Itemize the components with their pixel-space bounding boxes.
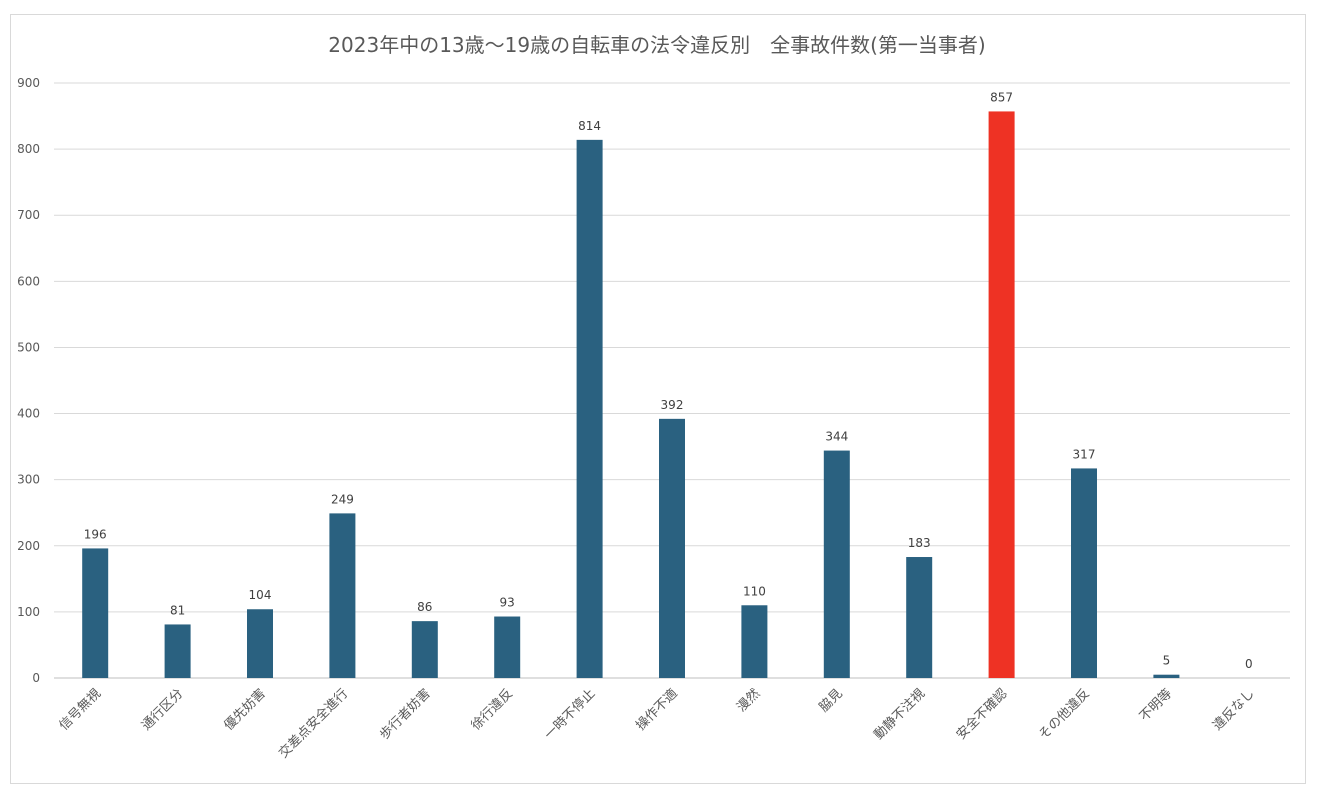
bar: [988, 111, 1015, 678]
chart-title: 2023年中の13歳〜19歳の自転車の法令違反別 全事故件数(第一当事者): [328, 33, 985, 57]
bar: [164, 624, 191, 678]
category-label: 通行区分: [139, 686, 186, 733]
category-label: 信号無視: [57, 686, 104, 733]
data-label: 196: [84, 527, 107, 541]
data-label: 857: [990, 90, 1013, 104]
bar: [494, 616, 521, 678]
category-label: 歩行者妨害: [376, 686, 433, 743]
category-label: 徐行違反: [469, 686, 516, 733]
data-label: 392: [661, 398, 684, 412]
bar: [1153, 674, 1180, 678]
data-labels: 196 81 104 249 86 93 814 392 110 344 183 857 317 5 0: [84, 90, 1253, 671]
data-label: 104: [249, 588, 272, 602]
data-label: 183: [908, 536, 931, 550]
data-label: 814: [578, 119, 601, 133]
y-tick-label: 700: [17, 208, 40, 222]
category-label: その他違反: [1036, 686, 1093, 743]
bar: [329, 513, 356, 678]
bar: [659, 418, 685, 678]
bar: [247, 609, 273, 678]
bar: [741, 605, 768, 678]
y-tick-label: 200: [17, 539, 40, 553]
y-tick-label: 0: [32, 671, 40, 685]
y-tick-label: 900: [17, 76, 40, 90]
category-label: 漫然: [734, 686, 764, 716]
category-label: 優先妨害: [221, 686, 269, 734]
category-label: 不明等: [1136, 686, 1175, 725]
y-tick-label: 300: [17, 473, 40, 487]
bar: [906, 557, 933, 678]
data-label: 5: [1163, 654, 1171, 668]
category-label: 交差点安全進行: [276, 686, 352, 762]
bar: [1071, 468, 1097, 678]
data-label: 110: [743, 584, 766, 598]
category-label: 一時不停止: [541, 686, 598, 743]
data-label: 0: [1245, 657, 1253, 671]
category-label: 動静不注視: [871, 686, 928, 743]
y-tick-label: 100: [17, 605, 40, 619]
data-label: 81: [170, 603, 185, 617]
x-axis-categories: 信号無視 通行区分 優先妨害 交差点安全進行 歩行者妨害 徐行違反 一時不停止 操作不適 漫然 脇…: [57, 686, 1258, 762]
category-label: 安全不確認: [953, 686, 1010, 743]
y-tick-label: 800: [17, 142, 40, 156]
y-tick-label: 600: [17, 274, 40, 288]
data-label: 317: [1073, 447, 1096, 461]
data-label: 86: [417, 600, 432, 614]
category-label: 違反なし: [1210, 686, 1257, 733]
bar: [82, 548, 109, 678]
y-tick-label: 500: [17, 340, 40, 354]
data-label: 93: [500, 596, 515, 610]
data-label: 249: [331, 492, 354, 506]
category-label: 操作不適: [633, 686, 681, 734]
y-tick-label: 400: [17, 407, 40, 421]
data-label: 344: [825, 430, 848, 444]
bars: [82, 111, 1180, 678]
y-axis-ticks: 0 100 200 300 400 500 600 700 800 900: [17, 76, 40, 685]
category-label: 脇見: [817, 686, 846, 715]
bar: [823, 450, 850, 678]
bar: [576, 139, 603, 678]
bar: [411, 621, 438, 678]
